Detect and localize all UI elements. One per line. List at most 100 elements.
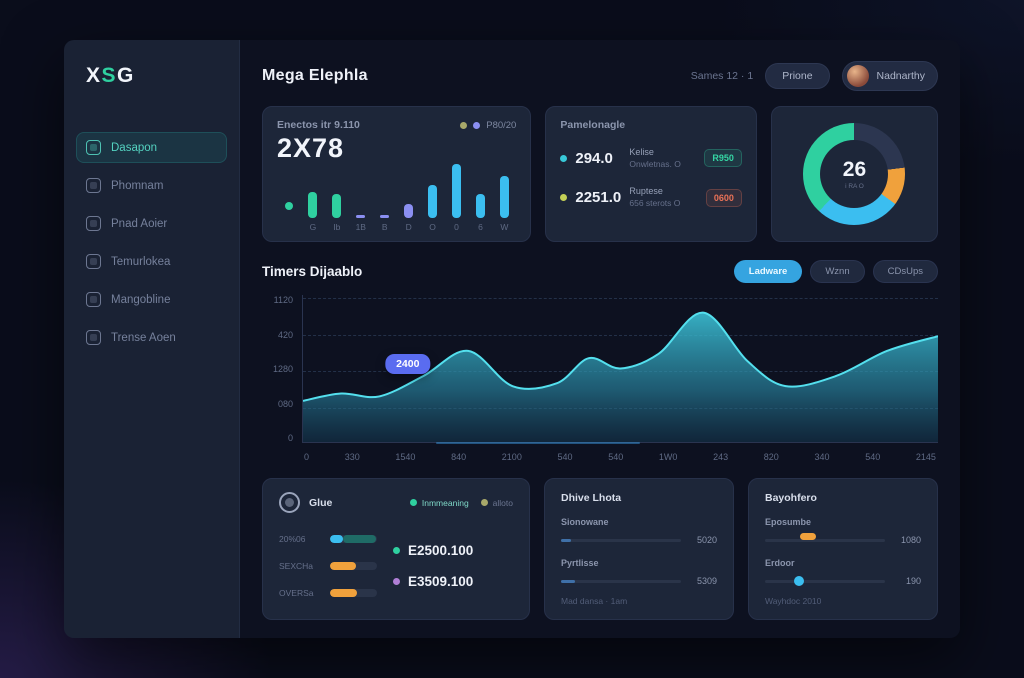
mini-bar — [356, 214, 366, 218]
donut-subtext: i RA O — [845, 183, 864, 190]
topbar-actions: Sames 12 · 1 Prione Nadnarthy — [691, 61, 938, 91]
legend-dot-olive-icon — [480, 499, 488, 506]
sidebar-item-dashboard[interactable]: Dasapon — [76, 132, 227, 163]
slider-handle-blue[interactable] — [793, 576, 804, 586]
stat-value: 294.0 — [575, 149, 613, 167]
progress-row-label: SEXCHa — [279, 560, 314, 571]
topbar: Mega Elephla Sames 12 · 1 Prione Nadnart… — [262, 56, 938, 96]
drive-card-footer: Mad dansa · 1am — [561, 596, 628, 606]
mini-bar-label: 6 — [478, 222, 483, 232]
total-value: E3509.100 — [408, 573, 474, 589]
avatar — [846, 65, 869, 87]
x-axis: 0 330 1540 840 2100 540 540 1W0 243 820 340 540 2145 — [302, 452, 938, 462]
timeline-section-header: Timers Dijaablo Ladware Wznn CDsUps — [262, 260, 938, 283]
y-axis-label: 420 — [277, 329, 293, 340]
progress-fill — [330, 588, 358, 597]
stat-sub-line1: Kelise — [629, 147, 654, 157]
sidebar-item-label: Temurlokea — [111, 255, 171, 268]
mini-bar — [380, 214, 390, 218]
drive-card: Dhive Lhota Sionowane 5020 Pyrtlisse 530… — [544, 478, 734, 620]
donut-center: 26 i RA O — [820, 140, 889, 208]
budget-totals: E2500.100 E3509.100 — [393, 525, 513, 606]
progress-row: OVERSa — [279, 588, 377, 598]
x-axis-label: 243 — [713, 452, 729, 462]
slider-handle-orange[interactable] — [800, 532, 817, 540]
sidebar-item-label: Trense Aoen — [111, 331, 176, 344]
drive-row: Pyrtlisse 5309 — [561, 558, 717, 586]
page-title: Mega Elephla — [262, 67, 368, 84]
sliders-card-footer: Wayhdoc 2010 — [765, 596, 822, 606]
drive-progress-fill — [561, 538, 571, 542]
plot-area: 2400 — [302, 295, 938, 444]
x-axis-label: 540 — [865, 452, 881, 462]
total-dot-violet-icon — [393, 577, 400, 585]
section-title: Timers Dijaablo — [262, 264, 363, 279]
user-menu[interactable]: Nadnarthy — [841, 61, 938, 91]
sidebar-item-3[interactable]: Pnad Aoier — [76, 208, 227, 239]
x-axis-label: 540 — [557, 452, 573, 462]
sliders-card-title: Bayohfero — [765, 492, 817, 504]
main-content: Mega Elephla Sames 12 · 1 Prione Nadnart… — [240, 40, 960, 638]
app-window: XSG Dasapon Phomnam Pnad Aoier Temurlok — [64, 40, 960, 638]
drive-row-line: 5309 — [561, 576, 717, 586]
gridline — [303, 334, 938, 336]
mini-bar-label: Ib — [333, 222, 341, 232]
activity-legend: P80/20 — [460, 120, 516, 131]
sliders-card: Bayohfero Eposumbe 1080 Erdoor 190 — [748, 478, 938, 620]
y-axis-label: 0 — [287, 433, 293, 443]
progress-bar — [330, 588, 377, 597]
sidebar-item-6[interactable]: Trense Aoen — [76, 322, 227, 353]
budget-card-body: 20%06 SEXCHa OVERSa — [279, 525, 513, 606]
progress-row: 20%06 — [279, 534, 377, 544]
budget-legend-label: alloto — [492, 497, 513, 508]
x-axis-label: 2145 — [915, 452, 936, 462]
time-range-button-1[interactable]: Ladware — [733, 260, 803, 283]
stat-sub-line2: Onwletnas. O — [629, 158, 681, 169]
time-range-button-2[interactable]: Wznn — [810, 260, 865, 283]
budget-legend-item: Inmmeaning — [409, 497, 469, 508]
search-input[interactable]: Sames 12 · 1 — [690, 70, 754, 82]
tooltip-value: 2400 — [396, 358, 420, 371]
slider-row-label: Erdoor — [765, 558, 795, 568]
mini-bar — [475, 194, 485, 218]
nav-icon-4 — [86, 254, 101, 269]
axis-accent-line — [436, 442, 640, 444]
drive-row-line: 5020 — [561, 535, 717, 545]
stat-dot-lime-icon — [560, 194, 568, 202]
stat-value: 2251.0 — [575, 189, 622, 207]
sidebar-item-4[interactable]: Temurlokea — [76, 246, 227, 277]
header-action-button[interactable]: Prione — [765, 63, 830, 89]
y-axis: 1120 420 1280 080 0 — [262, 295, 302, 443]
legend-dot-teal-icon — [409, 499, 417, 506]
drive-row-value: 5309 — [696, 576, 717, 586]
x-axis-label: 1W0 — [658, 452, 678, 462]
logo-accent-letter: S — [101, 64, 118, 87]
sidebar-item-label: Mangobline — [111, 293, 171, 306]
user-name: Nadnarthy — [876, 70, 925, 82]
sidebar-item-5[interactable]: Mangobline — [76, 284, 227, 315]
bar-lead-dot-icon — [284, 202, 293, 210]
budget-legend-label: Inmmeaning — [421, 497, 469, 508]
sidebar-item-2[interactable]: Phomnam — [76, 170, 227, 201]
x-axis-label: 330 — [344, 452, 360, 462]
chart-tooltip: 2400 — [385, 354, 431, 375]
mini-bar — [332, 194, 342, 218]
nav-icon-5 — [86, 292, 101, 307]
total-item: E2500.100 — [393, 543, 513, 558]
time-range-button-3[interactable]: CDsUps — [872, 260, 938, 283]
gridline — [303, 297, 938, 299]
mini-bar-label: D — [405, 222, 412, 232]
slider-track[interactable] — [765, 576, 885, 586]
x-axis-label: 0 — [304, 452, 310, 462]
stats-card-title: Pamelonagle — [560, 119, 626, 131]
slider-row: Erdoor 190 — [765, 558, 921, 586]
progress-fill — [343, 534, 377, 543]
mini-bar-label: O — [429, 222, 436, 232]
slider-track[interactable] — [765, 532, 885, 542]
y-axis-label: 080 — [277, 398, 293, 409]
mini-bar — [308, 192, 318, 218]
stat-sub-line1: Ruptese — [629, 186, 663, 197]
mini-bar — [499, 175, 509, 218]
donut-value: 26 — [842, 158, 867, 181]
